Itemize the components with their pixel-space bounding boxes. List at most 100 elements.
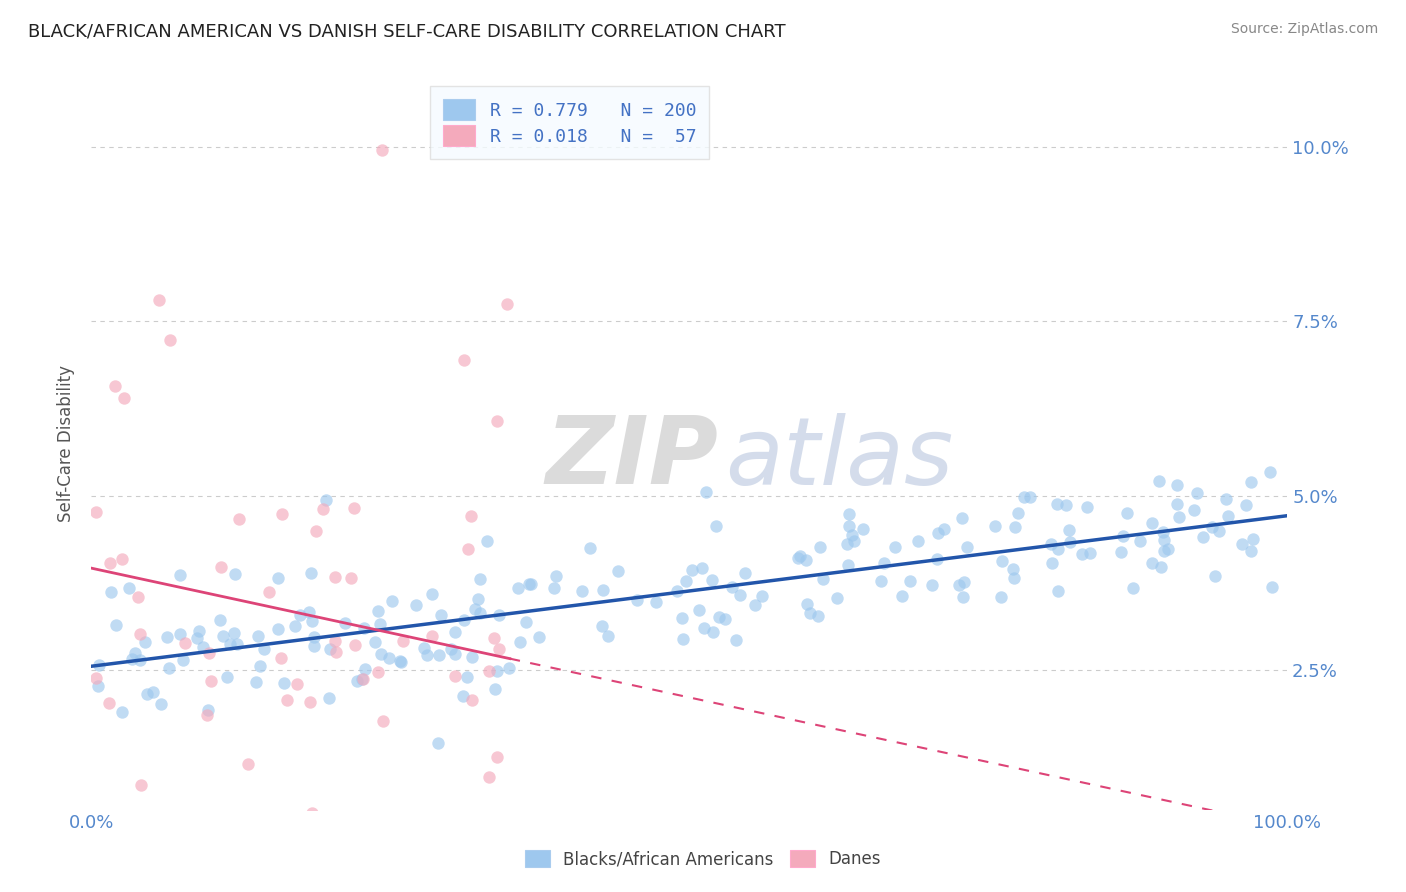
Point	[852, 522, 875, 536]
Point	[1218, 508, 1240, 523]
Point	[1240, 475, 1263, 489]
Point	[675, 574, 697, 588]
Point	[124, 646, 146, 660]
Point	[191, 640, 214, 654]
Point	[456, 670, 478, 684]
Point	[460, 508, 482, 523]
Point	[707, 610, 730, 624]
Point	[734, 566, 756, 581]
Point	[807, 608, 830, 623]
Point	[236, 757, 259, 772]
Point	[197, 646, 219, 660]
Point	[1129, 533, 1152, 548]
Point	[405, 598, 427, 612]
Point	[84, 504, 107, 518]
Y-axis label: Self-Care Disability: Self-Care Disability	[58, 365, 75, 522]
Point	[270, 508, 292, 522]
Point	[104, 379, 127, 393]
Point	[104, 618, 127, 632]
Point	[200, 674, 222, 689]
Point	[429, 648, 451, 662]
Point	[118, 581, 141, 595]
Point	[304, 524, 326, 538]
Point	[1002, 562, 1025, 576]
Point	[579, 541, 602, 556]
Legend: R = 0.779   N = 200, R = 0.018   N =  57: R = 0.779 N = 200, R = 0.018 N = 57	[430, 87, 709, 159]
Point	[443, 669, 465, 683]
Point	[794, 552, 817, 566]
Point	[728, 589, 751, 603]
Point	[420, 587, 443, 601]
Point	[700, 574, 723, 588]
Point	[884, 540, 907, 554]
Point	[543, 581, 565, 595]
Point	[571, 584, 593, 599]
Point	[515, 615, 537, 629]
Point	[416, 648, 439, 662]
Point	[890, 589, 912, 603]
Point	[1215, 491, 1237, 506]
Point	[209, 613, 232, 627]
Point	[1007, 506, 1029, 520]
Point	[460, 650, 482, 665]
Point	[1112, 529, 1135, 543]
Point	[129, 778, 152, 792]
Point	[1152, 525, 1174, 540]
Point	[478, 770, 501, 784]
Point	[218, 637, 240, 651]
Point	[1078, 546, 1101, 560]
Point	[492, 890, 515, 892]
Point	[388, 653, 411, 667]
Point	[461, 692, 484, 706]
Point	[948, 578, 970, 592]
Point	[811, 572, 834, 586]
Point	[301, 806, 323, 821]
Point	[1204, 569, 1226, 583]
Point	[751, 589, 773, 603]
Point	[325, 570, 347, 584]
Point	[343, 638, 366, 652]
Point	[299, 695, 322, 709]
Point	[688, 602, 710, 616]
Point	[457, 542, 479, 557]
Point	[1056, 499, 1078, 513]
Point	[440, 642, 463, 657]
Point	[426, 736, 449, 750]
Point	[224, 567, 246, 582]
Point	[907, 534, 929, 549]
Point	[270, 651, 292, 665]
Point	[841, 528, 863, 542]
Point	[837, 558, 859, 572]
Point	[478, 664, 501, 678]
Point	[381, 593, 404, 607]
Point	[301, 615, 323, 629]
Point	[606, 565, 628, 579]
Point	[956, 540, 979, 554]
Point	[420, 628, 443, 642]
Point	[869, 574, 891, 588]
Point	[195, 708, 218, 723]
Point	[325, 645, 347, 659]
Point	[249, 659, 271, 673]
Point	[1185, 486, 1208, 500]
Point	[1039, 537, 1062, 551]
Point	[681, 563, 703, 577]
Point	[1208, 524, 1230, 538]
Point	[1012, 490, 1035, 504]
Point	[312, 502, 335, 516]
Text: atlas: atlas	[725, 413, 953, 504]
Point	[304, 630, 326, 644]
Point	[224, 626, 246, 640]
Point	[451, 689, 474, 703]
Point	[1243, 532, 1265, 546]
Point	[197, 703, 219, 717]
Point	[1153, 533, 1175, 548]
Point	[1260, 580, 1282, 594]
Text: Source: ZipAtlas.com: Source: ZipAtlas.com	[1230, 22, 1378, 37]
Point	[274, 844, 297, 858]
Point	[367, 604, 389, 618]
Point	[838, 518, 860, 533]
Point	[346, 673, 368, 688]
Point	[453, 613, 475, 627]
Point	[713, 612, 735, 626]
